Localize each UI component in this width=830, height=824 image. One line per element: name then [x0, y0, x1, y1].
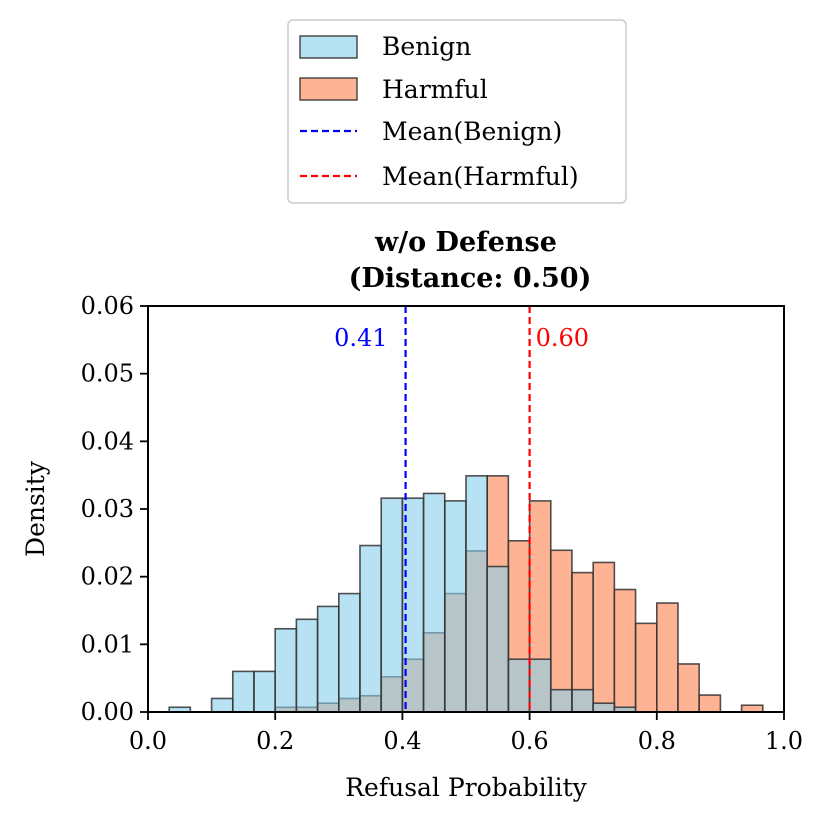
x-tick-label: 0.0	[129, 727, 167, 755]
harmful-bar	[698, 694, 722, 713]
harmful-bar	[655, 602, 679, 713]
axes: 0.0 0.2 0.4 0.6 0.8 1.0 0.00 0.01 0.02 0.03 0.04 0.…	[81, 292, 804, 755]
x-axis-label: Refusal Probability	[345, 773, 587, 802]
benign-bar	[210, 697, 234, 713]
harmful-bar	[634, 622, 658, 713]
benign-bar	[316, 605, 340, 713]
legend-label-mean-harmful: Mean(Harmful)	[382, 162, 579, 191]
benign-bar	[359, 544, 382, 713]
x-tick-label: 0.2	[256, 727, 294, 755]
benign-bar	[274, 627, 298, 713]
x-tick-label: 0.6	[511, 727, 549, 755]
legend-label-benign: Benign	[382, 32, 471, 61]
chart-title: w/o Defense	[374, 227, 557, 258]
chart-subtitle: (Distance: 0.50)	[349, 263, 592, 294]
benign-bar	[571, 688, 594, 713]
benign-bar	[486, 565, 510, 713]
harmful-bar	[613, 588, 637, 713]
mean-benign-label: 0.41	[334, 324, 387, 352]
harmful-bar	[677, 663, 700, 713]
benign-bar	[507, 658, 531, 713]
benign-bar	[528, 658, 552, 713]
benign-bar	[231, 670, 255, 713]
mean-lines: 0.41 0.60	[334, 306, 589, 712]
benign-bar	[444, 500, 467, 713]
y-tick-label: 0.00	[81, 698, 134, 726]
y-tick-label: 0.02	[81, 563, 134, 591]
legend-swatch-harmful	[299, 77, 358, 101]
y-tick-label: 0.06	[81, 292, 134, 320]
benign-bar	[295, 618, 319, 713]
legend-swatch-benign	[299, 35, 358, 59]
harmful-bar	[740, 704, 764, 713]
legend-frame	[287, 19, 627, 204]
mean-harmful-label: 0.60	[536, 324, 589, 352]
benign-bar	[380, 497, 404, 713]
benign-bar	[549, 688, 573, 713]
benign-bars	[168, 475, 637, 713]
y-tick-label: 0.01	[81, 630, 134, 658]
benign-bar	[337, 592, 361, 713]
legend-label-harmful: Harmful	[382, 75, 488, 104]
y-tick-label: 0.05	[81, 360, 134, 388]
y-tick-label: 0.03	[81, 495, 134, 523]
benign-bar	[592, 702, 616, 713]
benign-bar	[422, 492, 446, 713]
benign-bar	[465, 475, 488, 713]
benign-bar	[253, 670, 276, 713]
legend: Benign Harmful Mean(Benign) Mean(Harmful…	[287, 19, 627, 204]
legend-label-mean-benign: Mean(Benign)	[382, 117, 562, 146]
harmful-bar	[549, 549, 573, 713]
harmful-bar	[592, 561, 616, 713]
x-tick-label: 0.8	[638, 727, 676, 755]
y-tick-label: 0.04	[81, 427, 134, 455]
y-axis-label: Density	[21, 460, 50, 557]
x-tick-label: 1.0	[765, 727, 803, 755]
x-tick-label: 0.4	[383, 727, 421, 755]
